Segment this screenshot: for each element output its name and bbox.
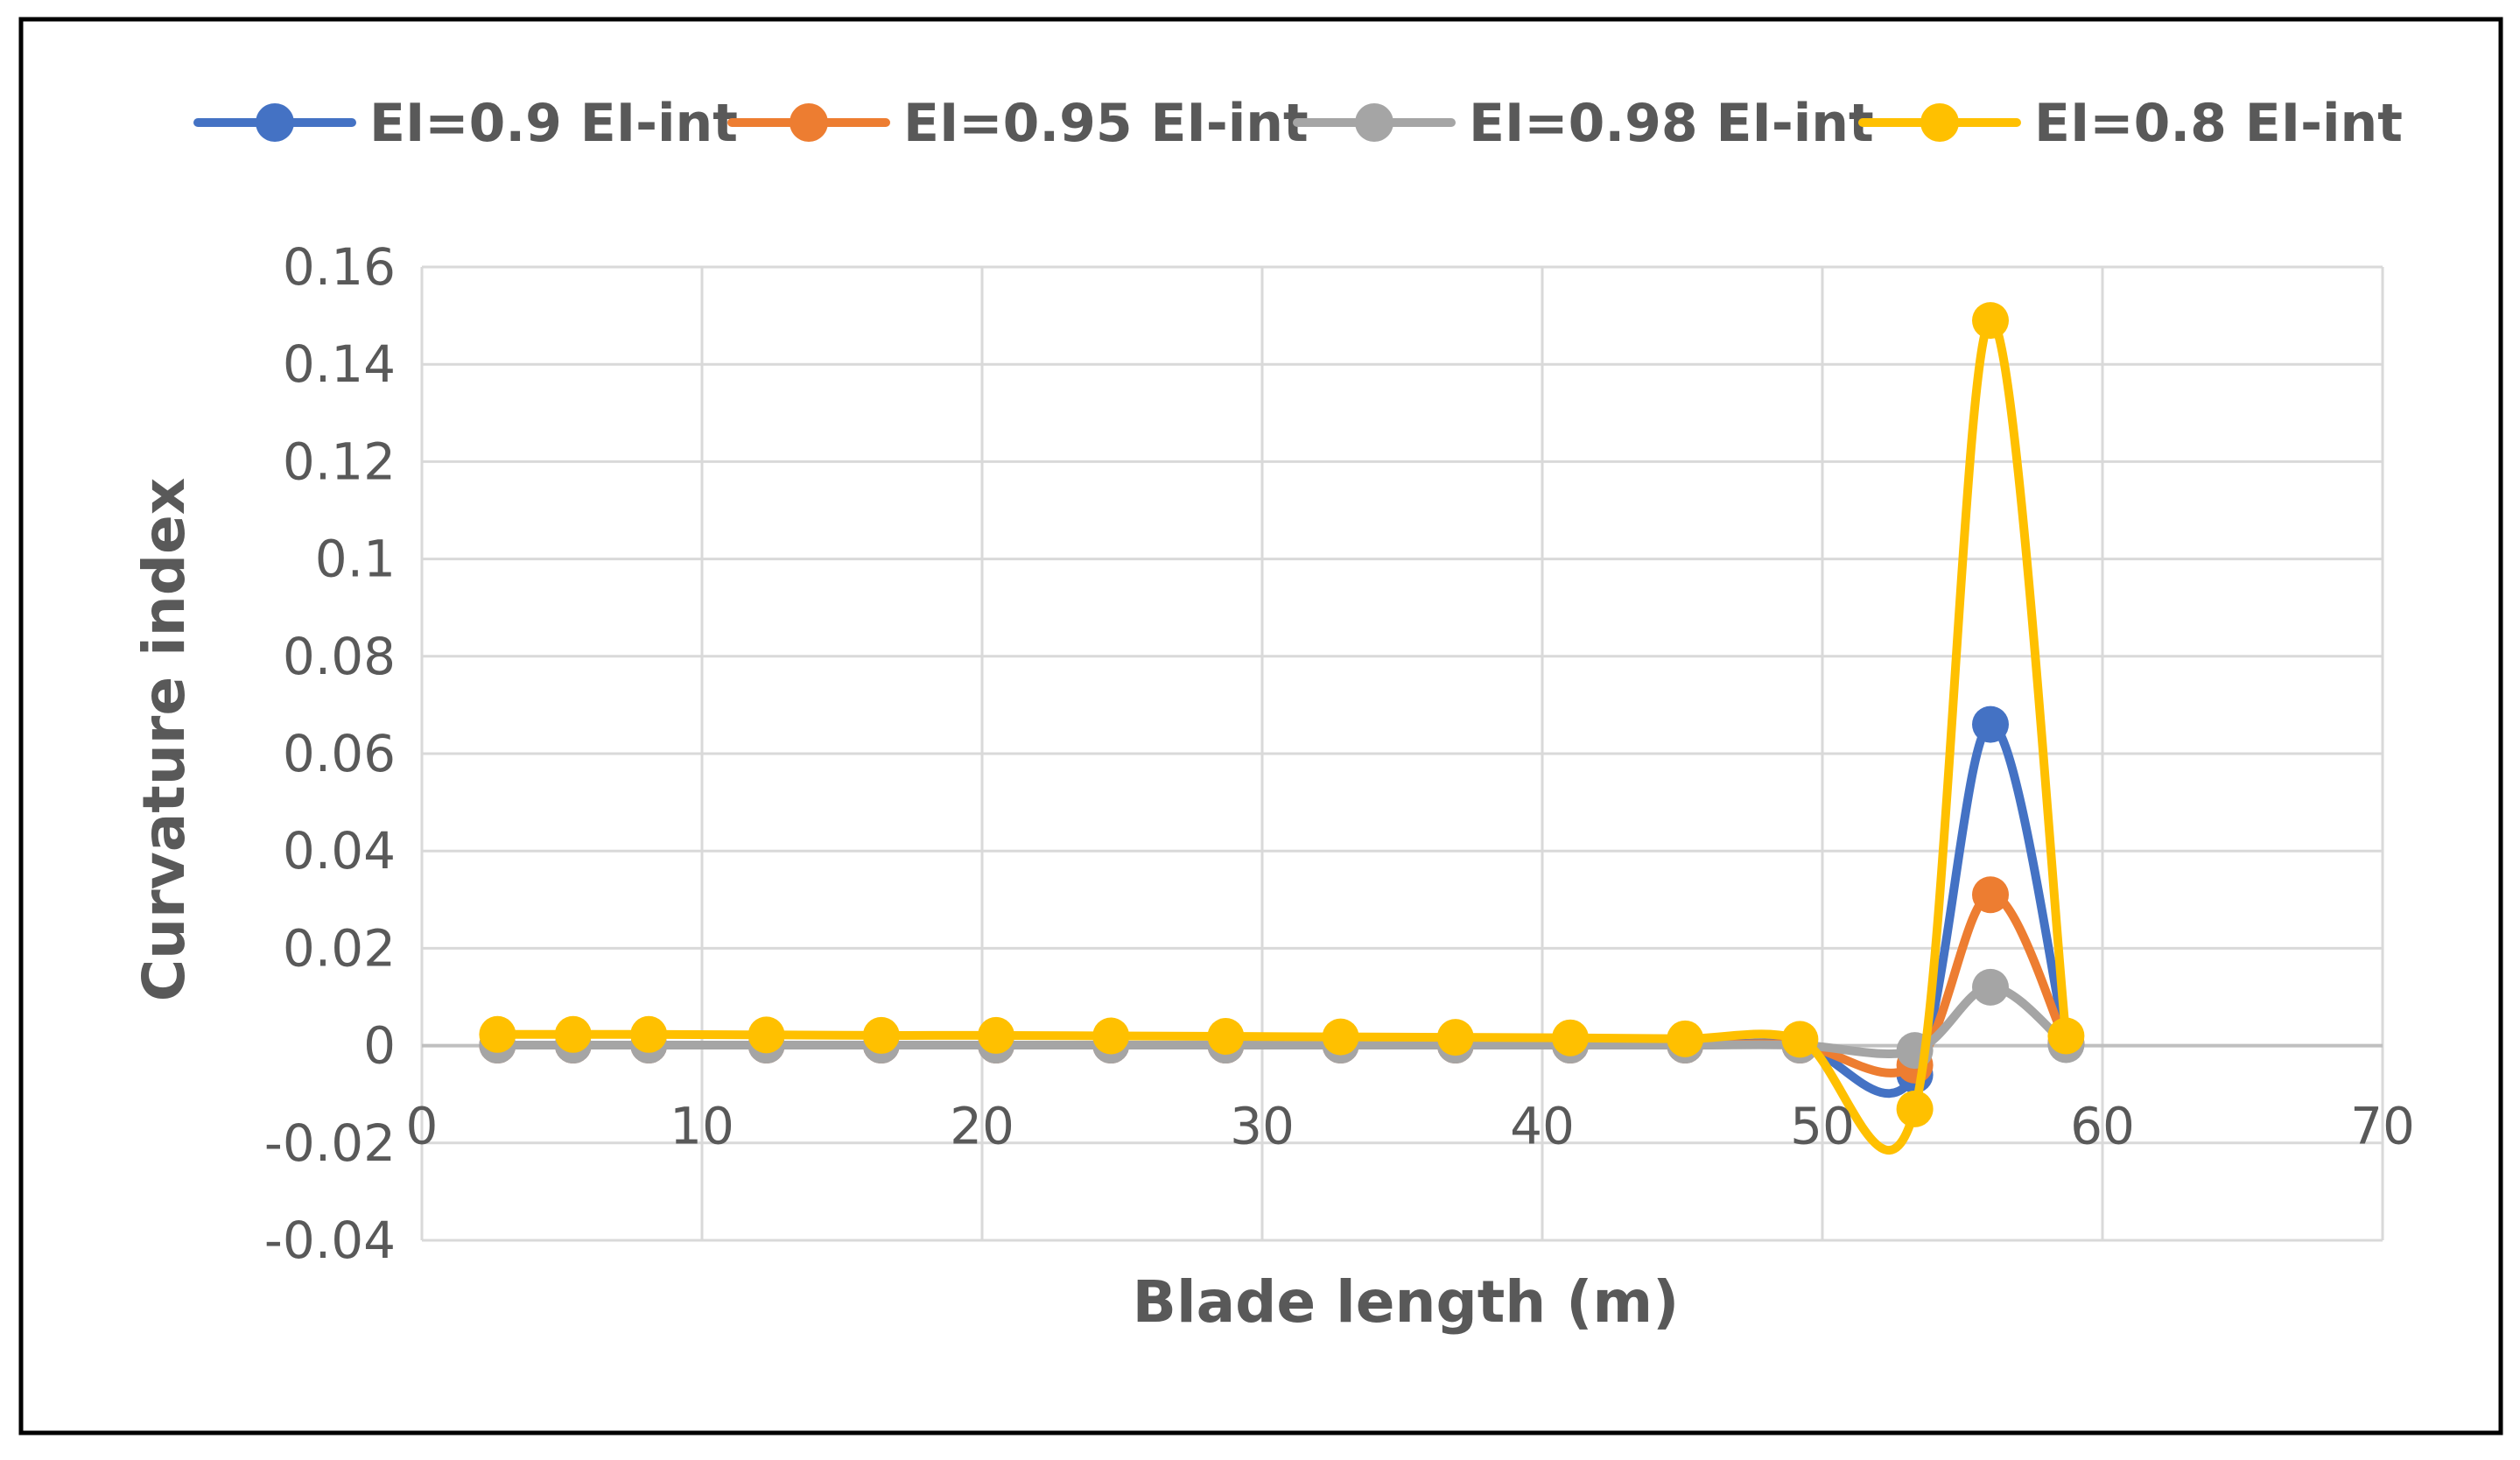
y-axis-title: Curvature index xyxy=(130,478,198,1002)
legend-label: EI=0.8 EI-int xyxy=(2034,93,2403,154)
data-point xyxy=(978,1016,1014,1054)
data-point xyxy=(1972,705,2009,743)
x-tick-label: 30 xyxy=(1230,1097,1295,1156)
legend-marker xyxy=(1355,103,1393,142)
data-point xyxy=(2047,1017,2085,1055)
x-tick-label: 40 xyxy=(1510,1097,1575,1156)
x-tick-label: 10 xyxy=(670,1097,734,1156)
x-axis-title: Blade length (m) xyxy=(1133,1268,1680,1336)
legend-label: EI=0.95 EI-int xyxy=(903,93,1309,154)
y-tick-label: 0.06 xyxy=(283,724,396,783)
data-point xyxy=(1667,1020,1704,1057)
y-tick-label: 0.04 xyxy=(283,821,396,881)
legend-entry: EI=0.95 EI-int xyxy=(727,93,1309,154)
x-tick-label: 50 xyxy=(1790,1097,1855,1156)
y-tick-label: -0.04 xyxy=(264,1211,396,1270)
y-tick-label: 0 xyxy=(363,1016,396,1076)
tick-labels: -0.04-0.0200.020.040.060.080.10.120.140.… xyxy=(264,237,2415,1270)
y-tick-label: 0.08 xyxy=(283,627,396,686)
data-point xyxy=(1972,968,2009,1006)
x-tick-label: 20 xyxy=(950,1097,1014,1156)
series xyxy=(479,302,2085,1155)
data-point xyxy=(630,1015,668,1053)
legend-marker xyxy=(790,103,828,142)
data-point xyxy=(748,1016,785,1054)
y-tick-label: 0.14 xyxy=(283,334,396,394)
y-tick-label: 0.02 xyxy=(283,918,396,978)
data-point xyxy=(1896,1090,1934,1127)
y-tick-label: -0.02 xyxy=(264,1113,396,1173)
legend-entry: EI=0.9 EI-int xyxy=(193,93,738,154)
data-point xyxy=(1552,1019,1589,1056)
series-line xyxy=(493,982,2071,1058)
legend-label: EI=0.98 EI-int xyxy=(1469,93,1874,154)
x-tick-label: 0 xyxy=(406,1097,439,1156)
data-point xyxy=(1972,876,2009,914)
data-point xyxy=(1207,1018,1245,1056)
x-tick-label: 70 xyxy=(2350,1097,2415,1156)
grid xyxy=(420,265,2384,1242)
y-tick-label: 0.16 xyxy=(283,237,396,297)
legend-entry: EI=0.8 EI-int xyxy=(1858,93,2403,154)
data-point xyxy=(1436,1019,1474,1056)
data-point xyxy=(1322,1018,1359,1056)
y-tick-label: 0.1 xyxy=(315,530,396,589)
legend-label: EI=0.9 EI-int xyxy=(369,93,738,154)
y-tick-label: 0.12 xyxy=(283,432,396,491)
data-point xyxy=(479,1015,516,1053)
legend-marker xyxy=(256,103,294,142)
data-point xyxy=(862,1016,900,1054)
data-point xyxy=(1972,302,2009,340)
legend-entry: EI=0.98 EI-int xyxy=(1293,93,1874,154)
series-line xyxy=(493,316,2071,1155)
data-point xyxy=(554,1015,592,1053)
data-point xyxy=(1781,1021,1819,1058)
series-4 xyxy=(479,302,2085,1155)
x-tick-label: 60 xyxy=(2070,1097,2135,1156)
legend-marker xyxy=(1920,103,1959,142)
legend: EI=0.9 EI-int EI=0.95 EI-int EI=0.98 EI-in… xyxy=(193,93,2403,154)
data-point xyxy=(1092,1017,1130,1055)
